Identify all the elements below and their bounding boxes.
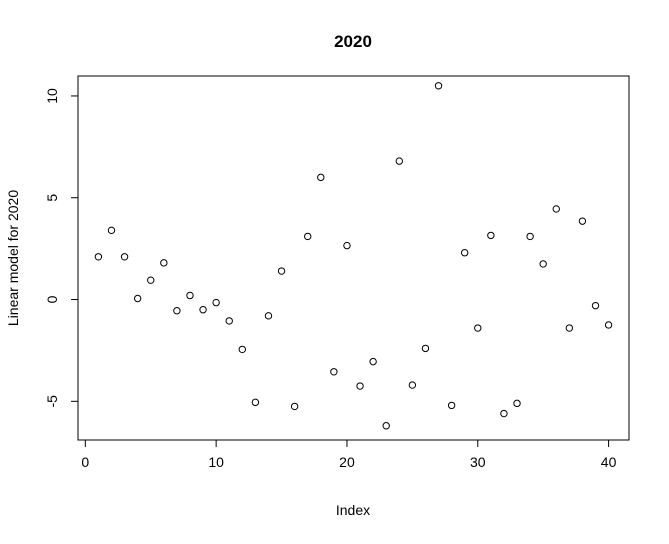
data-point — [591, 301, 600, 310]
data-point — [434, 82, 443, 90]
data-point — [487, 231, 495, 240]
y-tick-label: 0 — [44, 295, 60, 303]
data-point — [277, 267, 286, 275]
x-tick-label: 40 — [601, 454, 617, 470]
data-point — [160, 259, 168, 267]
data-point — [186, 291, 194, 300]
data-point — [133, 294, 142, 303]
data-point — [526, 232, 534, 241]
data-point — [500, 409, 508, 418]
y-tick-label: 5 — [44, 194, 60, 202]
data-point — [539, 260, 547, 268]
y-axis: -5 0 5 10 — [44, 88, 79, 408]
data-point — [604, 321, 613, 329]
chart-title: 2020 — [334, 32, 372, 51]
data-point — [173, 307, 181, 315]
x-tick-label: 20 — [339, 454, 355, 470]
data-point — [199, 306, 207, 314]
plot-area-frame — [77, 75, 630, 441]
data-point — [94, 253, 103, 261]
y-tick-label: 10 — [44, 88, 60, 104]
data-point — [513, 399, 521, 408]
data-point — [447, 401, 456, 410]
data-point — [474, 324, 482, 332]
x-axis: 0 10 20 30 40 — [81, 439, 617, 470]
data-point — [290, 402, 299, 411]
x-axis-label: Index — [336, 502, 370, 518]
data-point — [212, 298, 220, 307]
data-point — [107, 226, 116, 235]
data-point — [264, 312, 273, 320]
data-point — [251, 398, 260, 407]
data-point — [356, 382, 364, 390]
data-point — [317, 173, 325, 182]
data-point — [408, 381, 417, 389]
data-point — [238, 345, 247, 354]
data-point — [395, 157, 403, 165]
data-point — [343, 241, 351, 250]
data-point — [369, 357, 377, 366]
data-points — [94, 82, 613, 430]
x-tick-label: 0 — [81, 454, 89, 470]
y-axis-label: Linear model for 2020 — [5, 190, 21, 326]
data-point — [120, 253, 129, 261]
data-point — [147, 276, 155, 284]
x-tick-label: 10 — [208, 454, 224, 470]
data-point — [382, 422, 390, 430]
data-point — [330, 368, 338, 376]
data-point — [304, 232, 312, 241]
x-tick-label: 30 — [470, 454, 486, 470]
data-point — [578, 217, 587, 225]
data-point — [565, 324, 574, 332]
y-tick-label: -5 — [44, 395, 60, 408]
data-point — [225, 317, 233, 325]
data-point — [552, 205, 560, 213]
data-point — [460, 249, 469, 257]
data-point — [421, 344, 430, 353]
